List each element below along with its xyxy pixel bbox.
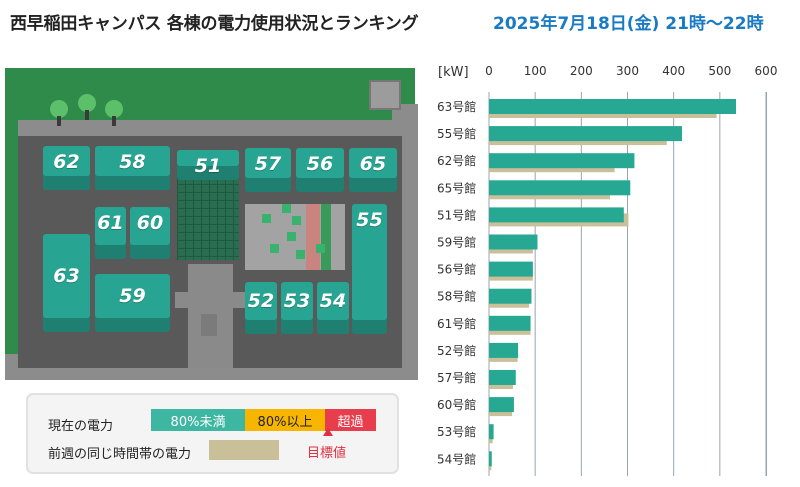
courtyard-tile	[262, 214, 271, 223]
bar-current	[489, 451, 492, 467]
category-label: 60号館	[437, 397, 476, 412]
category-label: 54号館	[437, 451, 476, 466]
courtyard-stripe	[306, 204, 320, 270]
green-grid-field	[177, 176, 239, 260]
x-tick-label: 400	[662, 64, 685, 78]
category-label: 63号館	[437, 99, 476, 114]
date-time-label: 2025年7月18日(金) 21時〜22時	[493, 14, 764, 34]
bar-current	[489, 207, 624, 223]
bar-current	[489, 315, 531, 331]
bar-current	[489, 99, 736, 114]
target-marker-icon	[323, 428, 333, 436]
building-55[interactable]: 55	[352, 204, 387, 334]
bar-current	[489, 126, 682, 142]
category-label: 56号館	[437, 262, 476, 277]
building-61[interactable]: 61	[95, 207, 126, 259]
x-tick-label: 200	[570, 64, 593, 78]
tree-icon	[105, 100, 123, 126]
legend-under80: 80%未満	[151, 409, 245, 431]
category-label: 61号館	[437, 316, 476, 331]
legend-over80: 80%以上	[245, 409, 325, 431]
x-tick-label: 600	[755, 64, 778, 78]
category-label: 53号館	[437, 424, 476, 439]
building-56[interactable]: 56	[296, 148, 344, 192]
axis-unit-label: [kW]	[438, 65, 469, 80]
courtyard-stripe-green	[321, 204, 331, 270]
x-tick-label: 100	[524, 64, 547, 78]
legend-previous-swatch	[209, 440, 279, 460]
bar-current	[489, 234, 538, 250]
building-57[interactable]: 57	[245, 148, 291, 192]
legend-exceeded: 超過	[325, 409, 376, 431]
gate-structure	[369, 80, 401, 110]
legend-previous-label: 前週の同じ時間帯の電力	[48, 447, 192, 462]
category-label: 52号館	[437, 343, 476, 358]
category-label: 51号館	[437, 207, 476, 222]
bar-current	[489, 153, 635, 169]
bar-current	[489, 424, 494, 440]
bar-current	[489, 397, 514, 413]
campus-map: 62 58 51 57 56 65 61 60 55 63 59 52 53 5…	[0, 64, 430, 384]
bar-current	[489, 342, 519, 358]
power-ranking-chart: 0 100 200 300 400 500 600 [kW] 63号館 55号館 62号館 65号館 5…	[437, 64, 778, 476]
building-53[interactable]: 53	[281, 282, 313, 334]
category-label: 62号館	[437, 153, 476, 168]
legend-target-label: 目標値	[307, 446, 347, 461]
category-label: 58号館	[437, 289, 476, 304]
category-label: 55号館	[437, 126, 476, 141]
building-59[interactable]: 59	[95, 274, 170, 332]
courtyard-tile	[316, 244, 325, 253]
category-label: 59号館	[437, 235, 476, 250]
courtyard-tile	[287, 232, 296, 241]
tree-icon	[78, 94, 96, 120]
bar-current	[489, 180, 631, 196]
x-tick-label: 0	[485, 64, 493, 78]
building-51[interactable]: 51	[177, 150, 239, 180]
building-54[interactable]: 54	[317, 282, 349, 334]
courtyard-tile	[292, 216, 301, 225]
bar-current	[489, 261, 533, 277]
courtyard-tile	[270, 244, 279, 253]
building-52[interactable]: 52	[245, 282, 277, 334]
legend-current-label: 現在の電力	[48, 419, 114, 434]
walkway-2	[175, 292, 245, 308]
category-label: 65号館	[437, 180, 476, 195]
bar-current	[489, 288, 532, 304]
page-title: 西早稲田キャンパス 各棟の電力使用状況とランキング	[10, 14, 419, 34]
building-62[interactable]: 62	[43, 146, 90, 190]
courtyard-tile	[296, 250, 305, 259]
x-tick-label: 500	[708, 64, 731, 78]
legend-panel: 現在の電力 80%未満 80%以上 超過 前週の同じ時間帯の電力 目標値	[26, 393, 399, 474]
small-building	[201, 314, 217, 336]
green-area-top	[5, 68, 415, 120]
tree-icon	[50, 100, 68, 126]
building-58[interactable]: 58	[95, 146, 170, 190]
building-65[interactable]: 65	[349, 148, 397, 192]
bar-current	[489, 370, 516, 385]
building-60[interactable]: 60	[130, 207, 170, 259]
x-tick-label: 300	[616, 64, 639, 78]
category-label: 57号館	[437, 370, 476, 385]
courtyard-tile	[282, 204, 291, 213]
building-63[interactable]: 63	[43, 234, 90, 332]
